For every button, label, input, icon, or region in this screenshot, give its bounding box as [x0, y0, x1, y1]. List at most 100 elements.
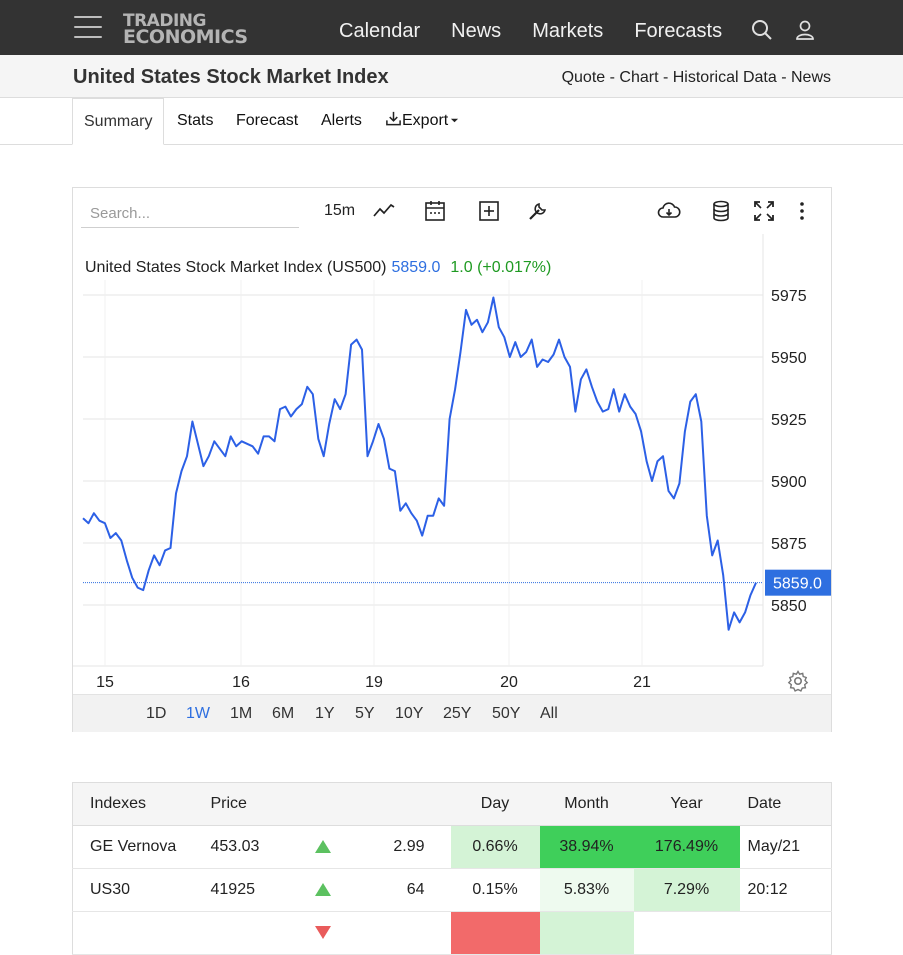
link-quote[interactable]: Quote [561, 69, 606, 86]
arrow-up-icon [314, 883, 331, 897]
row-day-change: 0.15% [450, 868, 540, 912]
chart-toolbar: 15m [73, 188, 831, 234]
link-chart[interactable]: Chart [619, 69, 659, 86]
user-icon[interactable] [794, 19, 816, 41]
more-options-icon[interactable] [790, 199, 814, 223]
row-date: May/21 [739, 825, 832, 869]
legend-series-name: United States Stock Market Index (US500) [85, 259, 386, 276]
header-direction [300, 782, 345, 826]
tab-stats[interactable]: Stats [177, 112, 214, 129]
calendar-icon[interactable] [423, 199, 447, 223]
price-series-line [82, 296, 757, 631]
row-name[interactable]: GE Vernova [72, 825, 211, 869]
fullscreen-icon[interactable] [752, 199, 776, 223]
legend-change: 1.0 (+0.017%) [450, 259, 551, 276]
x-tick-label: 21 [633, 674, 651, 691]
header-month[interactable]: Month [539, 782, 634, 826]
range-all[interactable]: All [540, 705, 558, 722]
x-tick-label: 16 [232, 674, 250, 691]
header-indexes[interactable]: Indexes [72, 782, 211, 826]
range-5y[interactable]: 5Y [355, 705, 375, 722]
chart-panel: 15m United States Stock Market Index (US… [72, 187, 832, 732]
chart-settings-gear-icon[interactable] [786, 669, 809, 692]
row-change: 2.99 [344, 825, 451, 869]
range-1d[interactable]: 1D [146, 705, 167, 722]
menu-hamburger-icon[interactable] [74, 16, 102, 40]
y-tick-label: 5925 [771, 412, 807, 429]
chart-search-input[interactable] [81, 200, 299, 228]
header-year[interactable]: Year [633, 782, 740, 826]
chart-type-line-icon[interactable] [372, 199, 396, 223]
row-direction-icon [300, 868, 345, 912]
arrow-down-icon [314, 926, 331, 940]
range-1w[interactable]: 1W [186, 705, 210, 722]
tab-alerts[interactable]: Alerts [321, 112, 362, 129]
quick-links: Quote - Chart - Historical Data - News [562, 69, 831, 87]
y-tick-label: 5875 [771, 536, 807, 553]
row-month-change [539, 911, 634, 955]
caret-down-icon [451, 118, 459, 123]
range-25y[interactable]: 25Y [443, 705, 472, 722]
cloud-download-icon[interactable] [657, 199, 681, 223]
header-price[interactable]: Price [210, 782, 301, 826]
indexes-table: Indexes Price Day Month Year Date GE Ver… [72, 782, 832, 955]
x-tick-label: 15 [96, 674, 114, 691]
last-price-label: 5859.0 [773, 576, 822, 593]
database-icon[interactable] [709, 199, 733, 223]
y-tick-label: 5975 [771, 288, 807, 305]
sub-tabs: Summary Stats Forecast Alerts Export [0, 98, 903, 145]
table-row[interactable] [72, 911, 832, 955]
nav-news[interactable]: News [451, 20, 502, 42]
row-name[interactable] [72, 911, 211, 955]
tab-export[interactable]: Export [385, 98, 459, 145]
tab-summary[interactable]: Summary [72, 98, 165, 145]
row-price: 453.03 [210, 825, 301, 869]
range-6m[interactable]: 6M [272, 705, 295, 722]
legend-price: 5859.0 [391, 259, 440, 276]
row-month-change: 38.94% [539, 825, 634, 869]
separator: - [776, 69, 791, 86]
logo-line-1: TRADING [123, 11, 206, 31]
row-day-change: 0.66% [450, 825, 540, 869]
table-row[interactable]: GE Vernova 453.03 2.99 0.66% 38.94% 176.49% Ma… [72, 825, 832, 869]
range-selector: 1D 1W 1M 6M 1Y 5Y 10Y 25Y 50Y All [73, 694, 831, 732]
range-1m[interactable]: 1M [230, 705, 253, 722]
header-date[interactable]: Date [739, 782, 832, 826]
row-price: 41925 [210, 868, 301, 912]
nav-calendar[interactable]: Calendar [339, 20, 421, 42]
trading-economics-logo[interactable]: TRADING ECONOMICS [123, 11, 248, 47]
interval-selector[interactable]: 15m [324, 202, 356, 219]
indicators-wrench-icon[interactable] [526, 199, 550, 223]
y-tick-label: 5950 [771, 350, 807, 367]
header-day[interactable]: Day [450, 782, 540, 826]
row-direction-icon [300, 825, 345, 869]
range-10y[interactable]: 10Y [395, 705, 424, 722]
row-year-change [633, 911, 740, 955]
chart-legend: United States Stock Market Index (US500)… [85, 259, 551, 276]
top-navbar: TRADING ECONOMICS Calendar News Markets … [0, 0, 903, 55]
y-tick-label: 5850 [771, 598, 807, 615]
separator: - [658, 69, 673, 86]
x-tick-label: 19 [365, 674, 383, 691]
row-name[interactable]: US30 [72, 868, 211, 912]
link-news[interactable]: News [790, 69, 831, 86]
row-month-change: 5.83% [539, 868, 634, 912]
price-chart[interactable]: United States Stock Market Index (US500)… [73, 234, 831, 694]
compare-add-icon[interactable] [477, 199, 501, 223]
link-historical-data[interactable]: Historical Data [672, 69, 777, 86]
row-change [344, 911, 451, 955]
search-icon[interactable] [751, 19, 773, 41]
nav-forecasts[interactable]: Forecasts [634, 20, 723, 42]
range-50y[interactable]: 50Y [492, 705, 521, 722]
table-row[interactable]: US30 41925 64 0.15% 5.83% 7.29% 20:12 [72, 868, 832, 912]
arrow-up-icon [314, 840, 331, 854]
tab-forecast[interactable]: Forecast [236, 112, 299, 129]
row-year-change: 176.49% [633, 825, 740, 869]
row-date: 20:12 [739, 868, 832, 912]
last-price-badge [765, 569, 831, 596]
page-title: United States Stock Market Index [73, 66, 389, 88]
download-icon [386, 111, 401, 126]
nav-markets[interactable]: Markets [532, 20, 604, 42]
range-1y[interactable]: 1Y [315, 705, 335, 722]
header-change [344, 782, 451, 826]
